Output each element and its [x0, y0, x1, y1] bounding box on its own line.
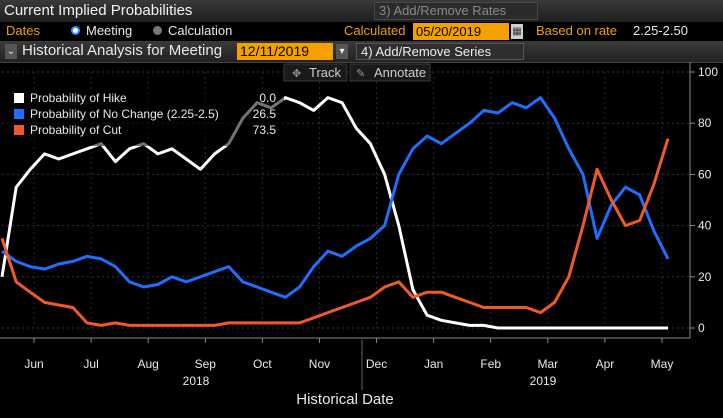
annotate-label: Annotate	[374, 65, 426, 80]
series-lines	[0, 96, 670, 330]
controls-row: Dates Meeting Calculation Calculated 05/…	[0, 22, 723, 41]
calculated-date-field[interactable]: 05/20/2019	[413, 23, 509, 40]
y-tick-label: 20	[698, 270, 712, 284]
add-remove-series-button[interactable]: 4) Add/Remove Series	[356, 43, 524, 60]
probability-chart: 0 20 40 60 80 100 Jun Jul Aug Sep Oct Nov Dec Jan Feb…	[0, 62, 718, 408]
dates-label: Dates	[6, 23, 40, 38]
x-tick-label: Mar	[537, 357, 558, 371]
analysis-title: Historical Analysis for Meeting	[22, 42, 223, 59]
x-tick-label: Aug	[138, 357, 159, 371]
title-bar: Current Implied Probabilities 3) Add/Rem…	[0, 0, 723, 23]
meeting-dropdown-icon[interactable]: ▾	[336, 44, 348, 59]
meeting-label: Meeting	[86, 23, 133, 38]
annotate-button[interactable]: ✎ Annotate	[349, 63, 431, 82]
legend-value: 26.5	[253, 107, 277, 121]
series-line-1	[1, 96, 670, 299]
year-label-2019: 2019	[530, 374, 557, 388]
x-tick-label: Jul	[83, 357, 98, 371]
series-line-0	[0, 96, 668, 330]
x-tick-label: Feb	[480, 357, 501, 371]
x-tick-label: Oct	[253, 357, 272, 371]
y-tick-label: 60	[698, 167, 712, 181]
x-tick-label: Apr	[596, 357, 615, 371]
based-on-rate-value: 2.25-2.50	[633, 23, 688, 38]
legend-value: 73.5	[253, 123, 277, 137]
window-title: Current Implied Probabilities	[4, 2, 193, 19]
y-tick-label: 40	[698, 219, 712, 233]
analysis-row: ⌄ Historical Analysis for Meeting 12/11/…	[0, 41, 723, 63]
based-on-rate-label: Based on rate	[536, 23, 617, 38]
x-tick-label: Jan	[424, 357, 443, 371]
calendar-icon[interactable]: ▦	[511, 24, 523, 39]
legend-swatch	[14, 109, 24, 119]
x-tick-label: May	[651, 357, 674, 371]
legend-label: Probability of No Change (2.25-2.5)	[30, 107, 219, 121]
year-label-2018: 2018	[183, 374, 210, 388]
calculation-radio[interactable]	[153, 26, 162, 35]
legend-swatch	[14, 93, 24, 103]
y-tick-label: 0	[698, 321, 705, 335]
crosshair-icon: ✥	[292, 68, 301, 80]
x-tick-labels: Jun Jul Aug Sep Oct Nov Dec Jan Feb Mar Apr May	[24, 338, 673, 371]
legend-label: Probability of Cut	[30, 123, 122, 137]
series-line-2	[0, 138, 670, 327]
meeting-radio[interactable]	[71, 26, 80, 35]
collapse-icon[interactable]: ⌄	[5, 44, 17, 59]
x-axis-title: Historical Date	[296, 391, 394, 408]
legend-swatch	[14, 125, 24, 135]
x-tick-label: Jun	[24, 357, 43, 371]
track-button[interactable]: ✥ Track	[283, 63, 348, 82]
legend-label: Probability of Hike	[30, 91, 127, 105]
x-tick-label: Dec	[366, 357, 387, 371]
calculation-label: Calculation	[168, 23, 233, 38]
pencil-icon: ✎	[356, 68, 365, 80]
x-tick-label: Sep	[195, 357, 217, 371]
meeting-date-field[interactable]: 12/11/2019	[237, 43, 333, 60]
y-tick-label: 80	[698, 116, 712, 130]
legend: Probability of Hike 0.0 Probability of No …	[8, 90, 284, 146]
x-tick-label: Nov	[309, 357, 330, 371]
add-remove-rates-button[interactable]: 3) Add/Remove Rates	[374, 2, 538, 20]
y-tick-label: 100	[698, 65, 718, 79]
legend-value: 0.0	[259, 91, 276, 105]
calculated-label: Calculated	[344, 23, 406, 38]
track-label: Track	[309, 65, 342, 80]
y-tick-labels: 0 20 40 60 80 100	[690, 65, 718, 335]
